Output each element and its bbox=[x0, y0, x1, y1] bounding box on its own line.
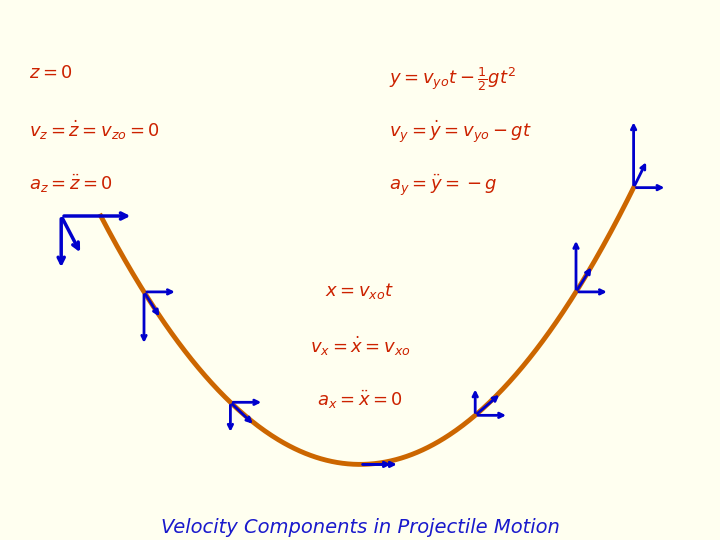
Text: $a_x = \ddot{x} = 0$: $a_x = \ddot{x} = 0$ bbox=[317, 389, 403, 411]
Text: Velocity Components in Projectile Motion: Velocity Components in Projectile Motion bbox=[161, 518, 559, 537]
Text: $y = v_{yo}t - \frac{1}{2}gt^2$: $y = v_{yo}t - \frac{1}{2}gt^2$ bbox=[389, 65, 516, 93]
Text: $v_x = \dot{x} = v_{xo}$: $v_x = \dot{x} = v_{xo}$ bbox=[310, 335, 410, 358]
Text: $x = v_{xo}t$: $x = v_{xo}t$ bbox=[325, 281, 395, 301]
Text: $a_y = \ddot{y} = -g$: $a_y = \ddot{y} = -g$ bbox=[389, 173, 498, 198]
Text: $v_y = \dot{y} = v_{yo} - gt$: $v_y = \dot{y} = v_{yo} - gt$ bbox=[389, 119, 531, 145]
Text: $z = 0$: $z = 0$ bbox=[29, 65, 73, 82]
Text: $a_z = \ddot{z} = 0$: $a_z = \ddot{z} = 0$ bbox=[29, 173, 112, 195]
Text: $v_z = \dot{z} = v_{zo} = 0$: $v_z = \dot{z} = v_{zo} = 0$ bbox=[29, 119, 160, 142]
